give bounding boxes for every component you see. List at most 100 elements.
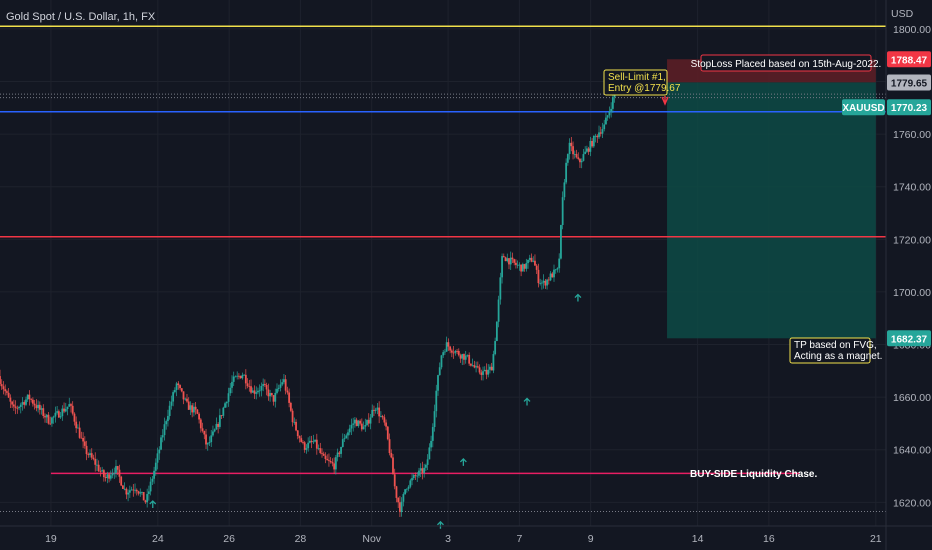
candle-body	[289, 402, 292, 411]
candle-body	[12, 404, 15, 407]
candle-body	[38, 404, 41, 410]
candle-body	[90, 453, 93, 458]
candle-body	[471, 365, 474, 367]
candle-body	[457, 350, 460, 356]
candle-body	[317, 448, 320, 450]
tp-note-box	[789, 337, 871, 364]
candle-body	[447, 342, 450, 347]
candle-body	[71, 405, 74, 414]
candle-body	[354, 419, 356, 424]
candle-body	[360, 423, 363, 430]
candle-body	[553, 269, 555, 278]
candle-body	[508, 258, 510, 265]
candle-body	[326, 458, 329, 461]
candle-body	[163, 424, 166, 436]
candle-body	[563, 182, 566, 198]
candle-body	[315, 439, 318, 449]
candle-body	[281, 382, 284, 385]
candle-body	[179, 385, 181, 389]
candle-body	[215, 423, 218, 430]
candle-body	[431, 427, 434, 441]
candle-body	[156, 453, 159, 463]
price-tag-box	[887, 99, 931, 116]
candle-body	[149, 481, 152, 492]
candle-body	[444, 351, 446, 353]
candle-body	[366, 419, 368, 426]
candle-body	[476, 366, 479, 368]
candle-body	[489, 366, 491, 370]
sell-arrow-icon	[661, 96, 669, 106]
candle-body	[109, 475, 112, 479]
candle-body	[180, 388, 183, 392]
candle-body	[601, 129, 604, 134]
candle-body	[146, 494, 149, 503]
candle-body	[347, 432, 349, 436]
candle-body	[596, 135, 599, 138]
candle-body	[506, 258, 509, 262]
candle-body	[2, 386, 5, 390]
tp-note-line1: TP based on FVG,	[794, 340, 877, 351]
sell-limit-note-line1: Sell-Limit #1,	[608, 72, 666, 83]
candle-body	[142, 492, 145, 501]
candle-body	[239, 376, 242, 379]
candle-body	[229, 387, 232, 394]
candle-body	[218, 415, 221, 427]
time-tick-label: 24	[152, 533, 164, 545]
candle-body	[238, 375, 240, 377]
candle-body	[265, 385, 268, 390]
candle-body	[0, 384, 3, 387]
symbol-tag-label: XAUUSD	[842, 103, 884, 114]
bounce-arrow-icon	[459, 458, 467, 466]
candle-body	[312, 441, 315, 443]
stoploss-note-box	[700, 54, 872, 72]
candle-body	[435, 390, 438, 412]
candle-body	[213, 429, 216, 432]
candle-body	[184, 398, 187, 400]
candle-body	[66, 406, 69, 410]
candle-body	[248, 386, 251, 387]
candle-body	[9, 397, 12, 402]
candle-body	[45, 414, 48, 418]
candle-body	[509, 257, 512, 265]
price-tag-label: 1788.47	[891, 55, 928, 66]
price-tick-label: 1740.00	[893, 182, 931, 194]
level-layer	[0, 25, 886, 513]
candle-body	[270, 393, 273, 396]
bounce-arrow-icon	[523, 397, 531, 406]
candle-body	[539, 283, 542, 284]
candle-body	[246, 383, 249, 387]
price-tick-label: 1660.00	[893, 392, 931, 404]
candle-body	[336, 452, 339, 458]
candle-body	[407, 486, 410, 489]
candle-body	[511, 257, 514, 260]
candle-body	[537, 269, 540, 284]
candle-body	[442, 352, 445, 356]
candle-body	[414, 475, 417, 476]
sell-limit-note-line2: Entry @1779.67	[608, 83, 681, 94]
candle-body	[116, 466, 119, 470]
candle-body	[191, 405, 194, 413]
candle-body	[106, 474, 109, 479]
candle-body	[418, 470, 420, 476]
candle-body	[450, 350, 453, 353]
candle-body	[501, 256, 503, 278]
candle-body	[409, 480, 412, 487]
candle-body	[329, 460, 332, 463]
candle-body	[611, 97, 614, 109]
candle-body	[308, 440, 311, 443]
candle-body	[399, 502, 401, 513]
candle-body	[580, 160, 583, 163]
candle-body	[454, 350, 457, 353]
candle-body	[49, 423, 52, 425]
candle-body	[599, 132, 602, 134]
candle-body	[272, 395, 275, 402]
candle-body	[279, 384, 282, 388]
candle-body	[96, 464, 98, 466]
time-axis[interactable]: 19 24 26 28 Nov 3 7 9 14 16 21	[45, 533, 882, 545]
candle-body	[286, 390, 289, 393]
candle-body	[7, 392, 10, 398]
candle-body	[540, 282, 543, 284]
candle-body	[44, 416, 46, 418]
candle-body	[205, 434, 207, 445]
